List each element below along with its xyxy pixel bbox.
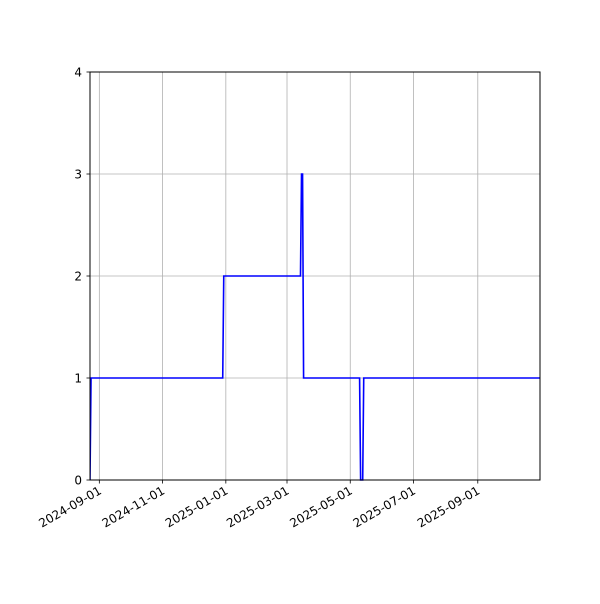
- x-tick-label: 2025-05-01: [287, 483, 354, 530]
- series-layer: [90, 173, 540, 481]
- series-line-0: [90, 173, 540, 481]
- x-tick-label: 2025-07-01: [351, 483, 418, 530]
- x-tick-label: 2024-11-01: [100, 483, 167, 530]
- x-tick-label: 2025-09-01: [415, 483, 482, 530]
- y-tick-label: 4: [74, 66, 82, 80]
- y-tick-label: 3: [74, 168, 82, 182]
- x-tick-label: 2025-01-01: [163, 483, 230, 530]
- x-tick-label: 2024-09-01: [36, 483, 103, 530]
- y-tick-label: 0: [74, 474, 82, 488]
- x-tick-label: 2025-03-01: [224, 483, 291, 530]
- ticks: 2024-09-012024-11-012025-01-012025-03-01…: [36, 66, 482, 531]
- grid: [90, 71, 540, 481]
- y-tick-label: 1: [74, 372, 82, 386]
- y-tick-label: 2: [74, 270, 82, 284]
